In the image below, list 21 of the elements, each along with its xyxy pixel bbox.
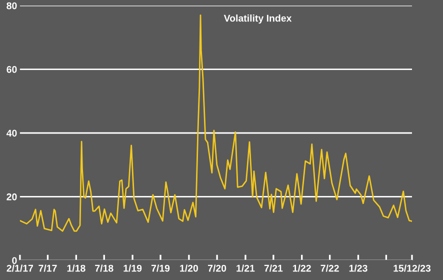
x-tick-label: 1/23: [349, 264, 368, 272]
x-tick-label: 2/1/17: [6, 264, 34, 272]
x-tick-label: 7/20: [208, 264, 226, 272]
x-tick-label: 7/21: [264, 264, 283, 272]
x-tick-label: 1/19: [124, 264, 142, 272]
y-tick-label: 80: [6, 2, 17, 10]
x-tick-label: 15/12/23: [394, 264, 431, 272]
y-tick-label: 20: [6, 193, 17, 200]
x-tick-label: 1/18: [67, 264, 86, 272]
x-tick-label: 1/21: [236, 264, 255, 272]
x-tick-label: 1/22: [293, 264, 311, 272]
x-tick-label: 7/22: [320, 264, 339, 272]
y-tick-label: 60: [6, 66, 17, 73]
x-tick-label: 7/19: [151, 264, 170, 272]
y-tick-label: 0: [12, 257, 17, 264]
line-series: [20, 14, 412, 232]
x-tick-label: 7/17: [38, 264, 57, 272]
x-tick-label: 7/18: [95, 264, 114, 272]
y-tick-label: 40: [6, 130, 17, 137]
x-tick-label: 1/20: [180, 264, 198, 272]
text: Volatility Index: [224, 14, 292, 24]
